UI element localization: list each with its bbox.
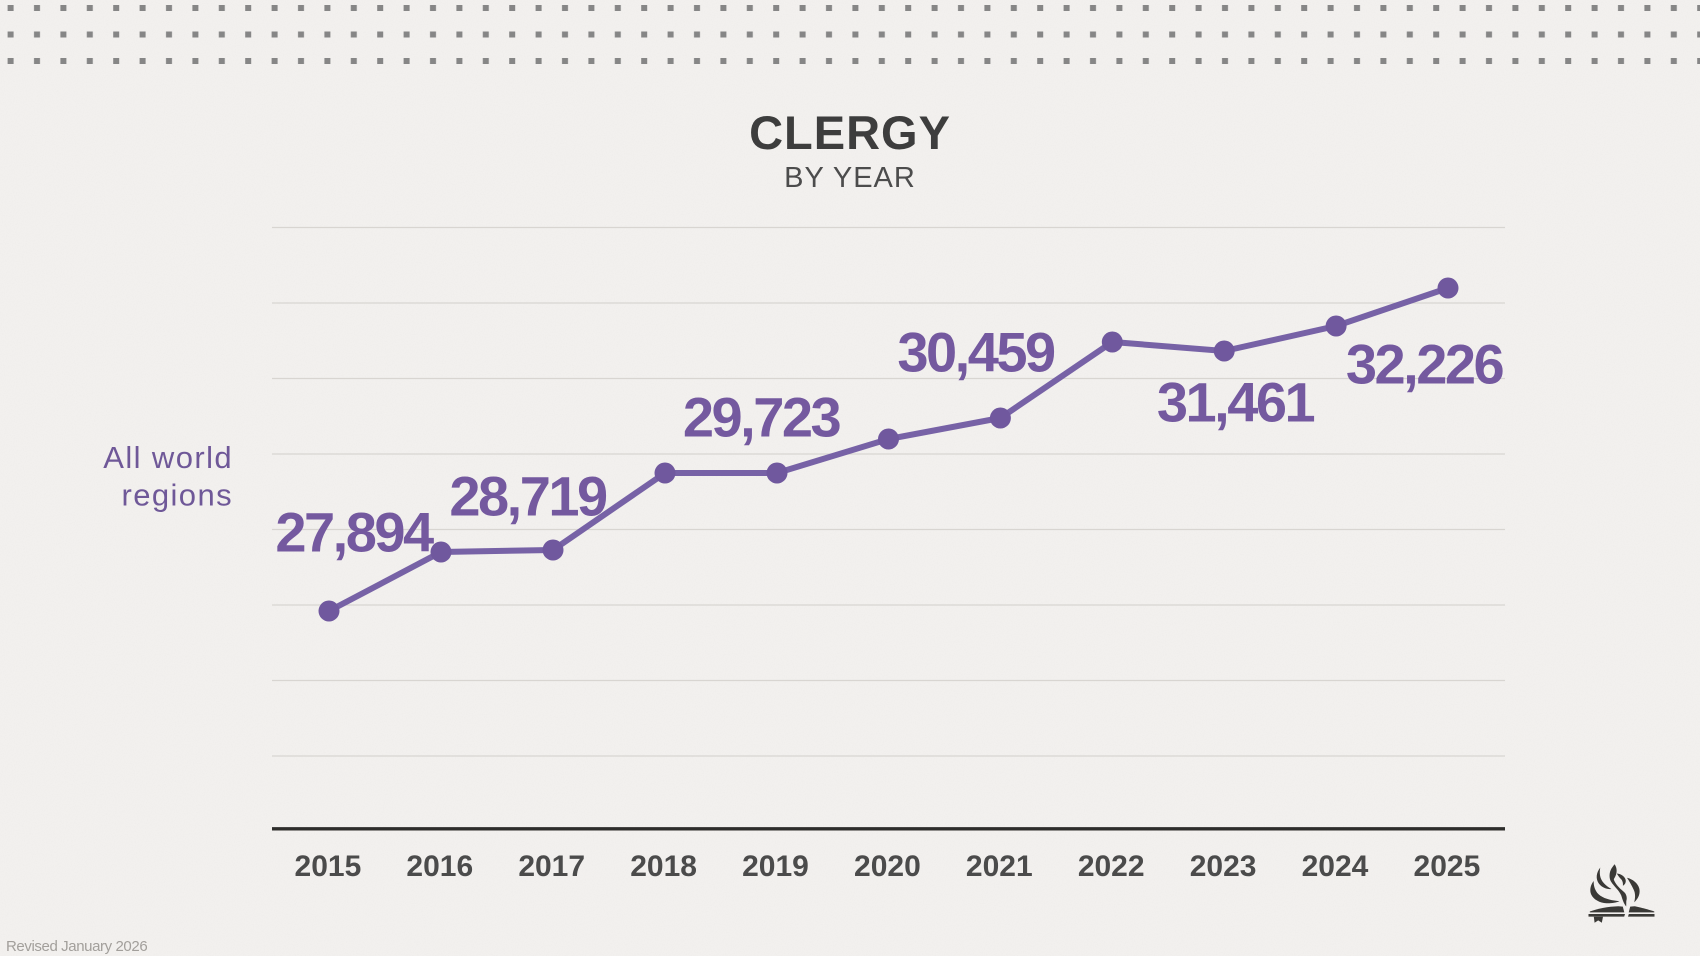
svg-text:2022: 2022 (1078, 850, 1145, 883)
svg-text:CLERGY: CLERGY (749, 106, 951, 159)
svg-text:2015: 2015 (295, 850, 362, 883)
svg-text:32,226: 32,226 (1346, 333, 1504, 396)
svg-text:2016: 2016 (406, 850, 473, 883)
svg-text:2024: 2024 (1302, 850, 1369, 883)
svg-text:28,719: 28,719 (449, 465, 607, 528)
svg-text:29,723: 29,723 (683, 386, 841, 449)
svg-text:Revised January 2026: Revised January 2026 (6, 938, 147, 955)
svg-text:2017: 2017 (518, 850, 585, 883)
svg-text:2019: 2019 (742, 850, 809, 883)
svg-text:regions: regions (122, 478, 233, 513)
svg-text:31,461: 31,461 (1157, 371, 1315, 434)
svg-text:2021: 2021 (966, 850, 1033, 883)
svg-text:30,459: 30,459 (897, 321, 1055, 384)
svg-text:2020: 2020 (854, 850, 921, 883)
svg-text:2025: 2025 (1414, 850, 1481, 883)
svg-text:BY YEAR: BY YEAR (784, 162, 916, 194)
svg-text:All world: All world (103, 440, 233, 475)
svg-text:2018: 2018 (630, 850, 697, 883)
svg-text:2023: 2023 (1190, 850, 1257, 883)
svg-text:27,894: 27,894 (275, 501, 434, 564)
